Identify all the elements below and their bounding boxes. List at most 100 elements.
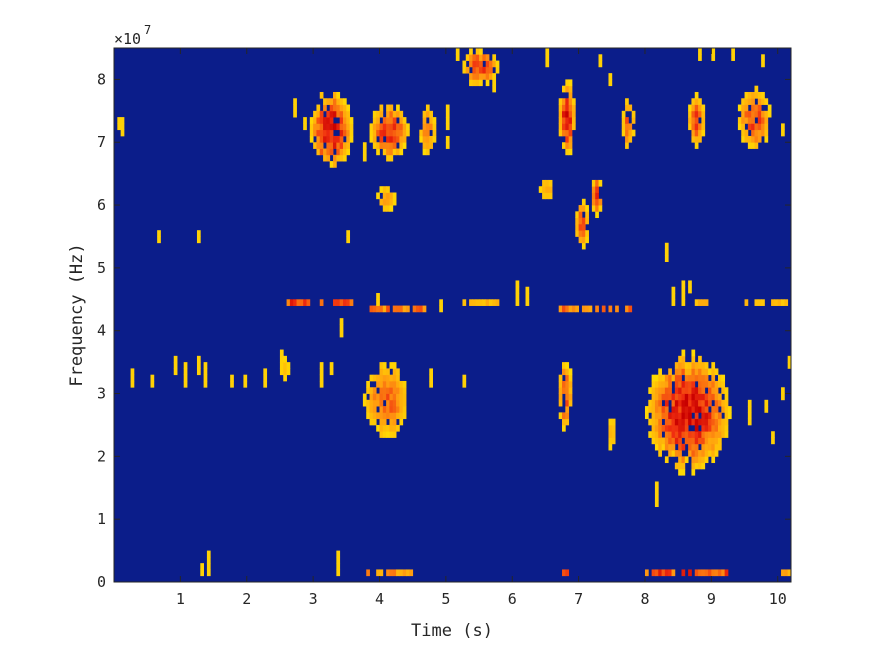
heatmap-cell	[545, 192, 550, 200]
heatmap-cell	[688, 399, 692, 407]
heatmap-cell	[771, 431, 775, 438]
heatmap-cell	[386, 412, 390, 420]
heatmap-cell	[741, 110, 745, 118]
heatmap-cell	[475, 48, 480, 55]
heatmap-cell	[406, 123, 410, 131]
heatmap-cell	[668, 443, 672, 451]
heatmap-cell	[445, 104, 450, 112]
heatmap-cell	[525, 299, 530, 306]
heatmap-cell	[336, 563, 341, 570]
heatmap-cell	[708, 368, 712, 376]
heatmap-cell	[688, 110, 692, 118]
heatmap-cell	[323, 135, 327, 143]
heatmap-cell	[688, 437, 692, 445]
heatmap-cell	[781, 129, 785, 137]
heatmap-cell	[648, 399, 653, 407]
heatmap-cell	[701, 431, 706, 438]
heatmap-cell	[684, 456, 689, 464]
heatmap-cell	[396, 424, 400, 432]
heatmap-cell	[392, 198, 397, 206]
heatmap-cell	[329, 129, 334, 137]
heatmap-cell	[369, 406, 374, 413]
heatmap-cell	[741, 104, 745, 112]
heatmap-cell	[422, 142, 427, 149]
heatmap-cell	[372, 399, 377, 407]
heatmap-cell	[379, 418, 384, 426]
heatmap-cell	[319, 380, 324, 388]
heatmap-cell	[608, 443, 613, 451]
heatmap-cell	[495, 66, 500, 74]
heatmap-cell	[568, 368, 573, 376]
heatmap-cell	[608, 418, 613, 426]
heatmap-cell	[462, 66, 467, 74]
x-tick-label: 1	[176, 590, 185, 608]
heatmap-cell	[578, 223, 583, 231]
heatmap-cell	[668, 393, 672, 401]
heatmap-cell	[681, 280, 686, 288]
heatmap-cell	[279, 368, 284, 376]
heatmap-cell	[399, 418, 404, 426]
heatmap-cell	[678, 399, 682, 407]
heatmap-cell	[644, 406, 649, 413]
heatmap-cell	[661, 412, 666, 420]
heatmap-cell	[757, 104, 762, 112]
heatmap-cell	[698, 437, 702, 445]
heatmap-cell	[429, 110, 433, 118]
heatmap-cell	[548, 192, 553, 200]
heatmap-cell	[664, 431, 669, 438]
heatmap-cell	[392, 418, 397, 426]
heatmap-cell	[489, 66, 493, 74]
y-tick-label: 4	[97, 322, 106, 340]
heatmap-cell	[721, 399, 726, 407]
heatmap-cell	[628, 123, 633, 131]
heatmap-cell	[711, 380, 716, 388]
heatmap-cell	[336, 569, 341, 577]
heatmap-cell	[754, 123, 759, 131]
heatmap-cell	[691, 456, 696, 464]
heatmap-cell	[751, 98, 755, 105]
heatmap-cell	[157, 236, 161, 244]
heatmap-cell	[701, 406, 706, 413]
heatmap-cell	[661, 380, 666, 388]
heatmap-cell	[664, 393, 669, 401]
heatmap-cell	[316, 129, 321, 137]
heatmap-cell	[754, 299, 759, 306]
heatmap-cell	[777, 299, 782, 306]
heatmap-cell	[389, 117, 394, 124]
heatmap-cell	[684, 374, 689, 382]
heatmap-cell	[674, 450, 679, 457]
heatmap-cell	[469, 60, 473, 68]
heatmap-cell	[472, 66, 477, 74]
heatmap-cell	[336, 556, 341, 564]
heatmap-cell	[717, 374, 722, 382]
heatmap-cell	[479, 73, 483, 80]
heatmap-cell	[698, 48, 702, 55]
heatmap-cell	[562, 418, 566, 426]
heatmap-cell	[316, 110, 321, 118]
y-tick-label: 5	[97, 259, 106, 277]
heatmap-cell	[389, 399, 394, 407]
heatmap-cell	[704, 299, 709, 306]
heatmap-cell	[694, 104, 699, 112]
heatmap-cell	[422, 305, 427, 313]
heatmap-cell	[598, 179, 603, 187]
heatmap-cell	[568, 142, 573, 149]
heatmap-cell	[694, 368, 699, 376]
heatmap-cell	[465, 54, 470, 61]
heatmap-cell	[296, 299, 301, 306]
heatmap-cell	[150, 380, 155, 388]
heatmap-cell	[402, 569, 407, 577]
heatmap-cell	[714, 368, 719, 376]
heatmap-cell	[386, 142, 390, 149]
heatmap-cell	[545, 186, 550, 193]
heatmap-cell	[376, 129, 380, 137]
heatmap-cell	[664, 443, 669, 451]
heatmap-cell	[661, 424, 666, 432]
heatmap-cell	[565, 123, 570, 131]
heatmap-cell	[402, 393, 407, 401]
heatmap-cell	[764, 123, 769, 131]
heatmap-cell	[711, 569, 716, 577]
heatmap-cell	[432, 135, 437, 143]
heatmap-cell	[591, 198, 596, 206]
heatmap-cell	[691, 98, 696, 105]
